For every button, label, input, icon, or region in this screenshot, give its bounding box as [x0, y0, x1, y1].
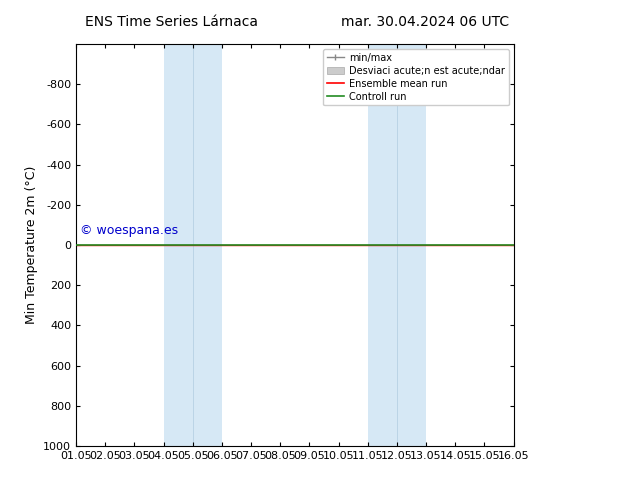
Text: © woespana.es: © woespana.es	[81, 224, 179, 237]
Bar	[164, 44, 222, 446]
Y-axis label: Min Temperature 2m (°C): Min Temperature 2m (°C)	[25, 166, 37, 324]
Text: ENS Time Series Lárnaca: ENS Time Series Lárnaca	[85, 15, 257, 29]
Text: mar. 30.04.2024 06 UTC: mar. 30.04.2024 06 UTC	[340, 15, 509, 29]
Bar	[368, 44, 426, 446]
Legend: min/max, Desviaci acute;n est acute;ndar, Ensemble mean run, Controll run: min/max, Desviaci acute;n est acute;ndar…	[323, 49, 508, 105]
